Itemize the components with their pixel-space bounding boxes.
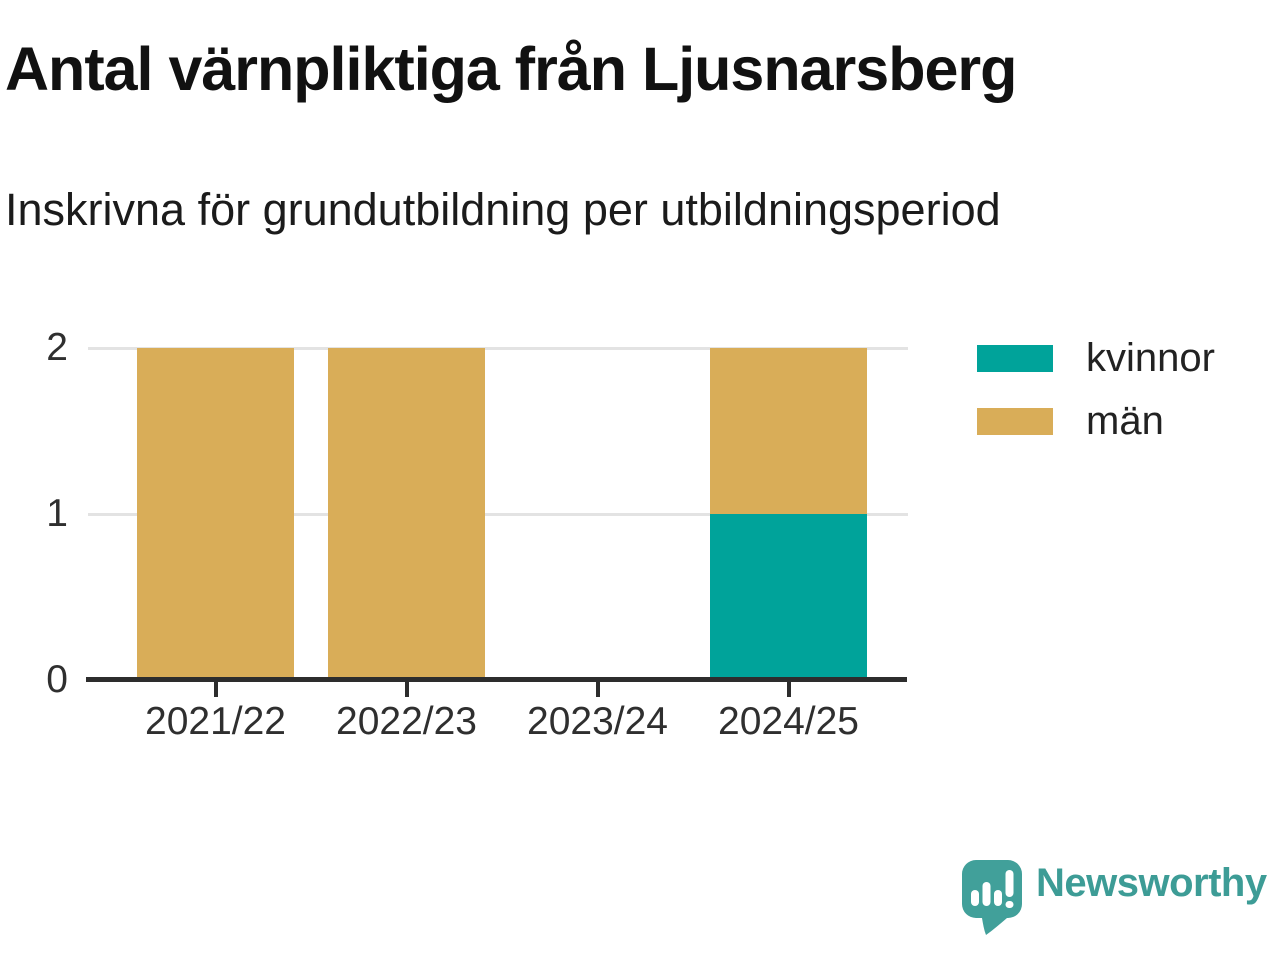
- x-tick-2023-24: [595, 682, 600, 697]
- logo-bar-3: [994, 890, 1002, 906]
- x-tick-label-2021-22: 2021/22: [145, 700, 286, 743]
- legend-label-kvinnor: kvinnor: [1086, 336, 1215, 380]
- x-tick-label-2024-25: 2024/25: [718, 700, 859, 743]
- x-tick-2022-23: [404, 682, 409, 697]
- logo-exclamation-dot: [1005, 901, 1014, 908]
- x-tick-label-2023-24: 2023/24: [527, 700, 668, 743]
- bar-segment-män-2022-23: [328, 348, 485, 680]
- y-tick-label-2: 2: [46, 326, 68, 369]
- chart-subtitle: Inskrivna för grundutbildning per utbild…: [5, 184, 1001, 235]
- legend-item-kvinnor: kvinnor: [977, 336, 1215, 380]
- legend-swatch-män: [977, 407, 1053, 435]
- logo-exclamation-bar: [1005, 870, 1014, 897]
- bar-segment-män-2024-25: [710, 348, 867, 514]
- bar-segment-kvinnor-2024-25: [710, 514, 867, 680]
- x-tick-2024-25: [786, 682, 791, 697]
- plot-area: [88, 347, 908, 680]
- x-tick-2021-22: [213, 682, 218, 697]
- chart-legend: kvinnor män: [977, 336, 1215, 468]
- gridline-y2: [88, 347, 908, 350]
- legend-item-män: män: [977, 399, 1215, 443]
- newsworthy-wordmark: Newsworthy: [1036, 861, 1267, 905]
- legend-label-män: män: [1086, 399, 1164, 443]
- newsworthy-logo-icon: [962, 860, 1022, 935]
- newsworthy-brand: Newsworthy: [962, 860, 1267, 935]
- y-axis-labels: 0 1 2: [0, 328, 68, 700]
- x-axis-line: [86, 677, 907, 682]
- x-axis-labels: 2021/22 2022/23 2023/24 2024/25: [88, 700, 908, 748]
- chart-title: Antal värnpliktiga från Ljusnarsberg: [5, 35, 1017, 103]
- gridline-y1: [88, 513, 908, 516]
- y-tick-label-0: 0: [46, 658, 68, 701]
- x-tick-label-2022-23: 2022/23: [336, 700, 477, 743]
- logo-bar-2: [982, 882, 991, 906]
- legend-swatch-kvinnor: [977, 344, 1053, 372]
- logo-bar-1: [971, 890, 979, 906]
- y-tick-label-1: 1: [46, 492, 68, 535]
- bar-segment-män-2021-22: [137, 348, 294, 680]
- x-axis-ticks: [88, 682, 908, 697]
